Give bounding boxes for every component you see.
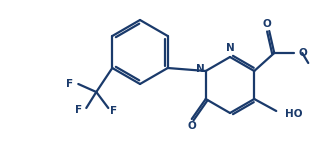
- Text: O: O: [263, 19, 272, 29]
- Text: HO: HO: [285, 109, 303, 119]
- Text: F: F: [110, 106, 117, 116]
- Text: O: O: [187, 121, 196, 131]
- Text: F: F: [75, 105, 82, 115]
- Text: N: N: [196, 64, 205, 74]
- Text: O: O: [298, 48, 307, 58]
- Text: F: F: [66, 79, 73, 89]
- Text: N: N: [226, 43, 234, 53]
